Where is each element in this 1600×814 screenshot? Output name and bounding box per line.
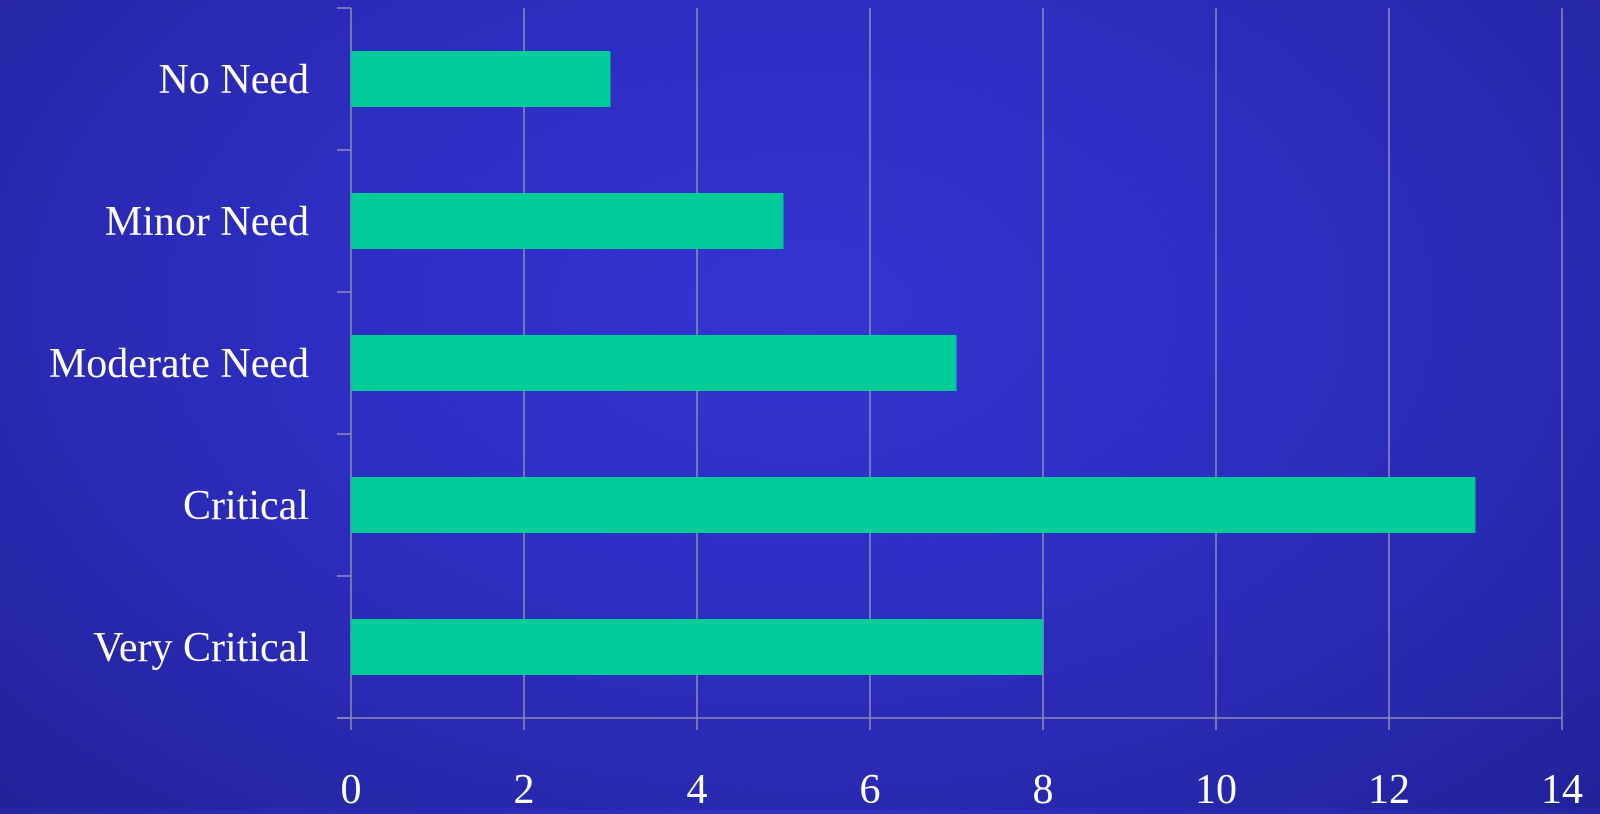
- x-tick-label: 2: [514, 767, 535, 809]
- x-tick-label: 12: [1368, 767, 1410, 809]
- category-label: Very Critical: [93, 625, 309, 671]
- bar: [351, 193, 784, 249]
- category-label: Moderate Need: [49, 341, 309, 387]
- category-label: Critical: [183, 483, 309, 529]
- bars: [351, 51, 1476, 675]
- bar: [351, 619, 1043, 675]
- bar: [351, 51, 611, 107]
- bar: [351, 477, 1476, 533]
- bar: [351, 335, 957, 391]
- x-tick-labels: 0 2 4 6 8 10 12 14: [341, 767, 1584, 813]
- x-tick-label: 6: [860, 767, 881, 809]
- x-tick-label: 0: [341, 767, 362, 809]
- category-label: Minor Need: [105, 199, 309, 245]
- category-labels: No Need Minor Need Moderate Need Critical Ve…: [49, 57, 309, 671]
- x-tick-label: 8: [1033, 767, 1054, 809]
- category-label: No Need: [159, 57, 309, 103]
- x-tick-label: 4: [687, 767, 708, 809]
- x-tick-label: 14: [1541, 767, 1583, 809]
- x-tick-label: 10: [1195, 767, 1237, 809]
